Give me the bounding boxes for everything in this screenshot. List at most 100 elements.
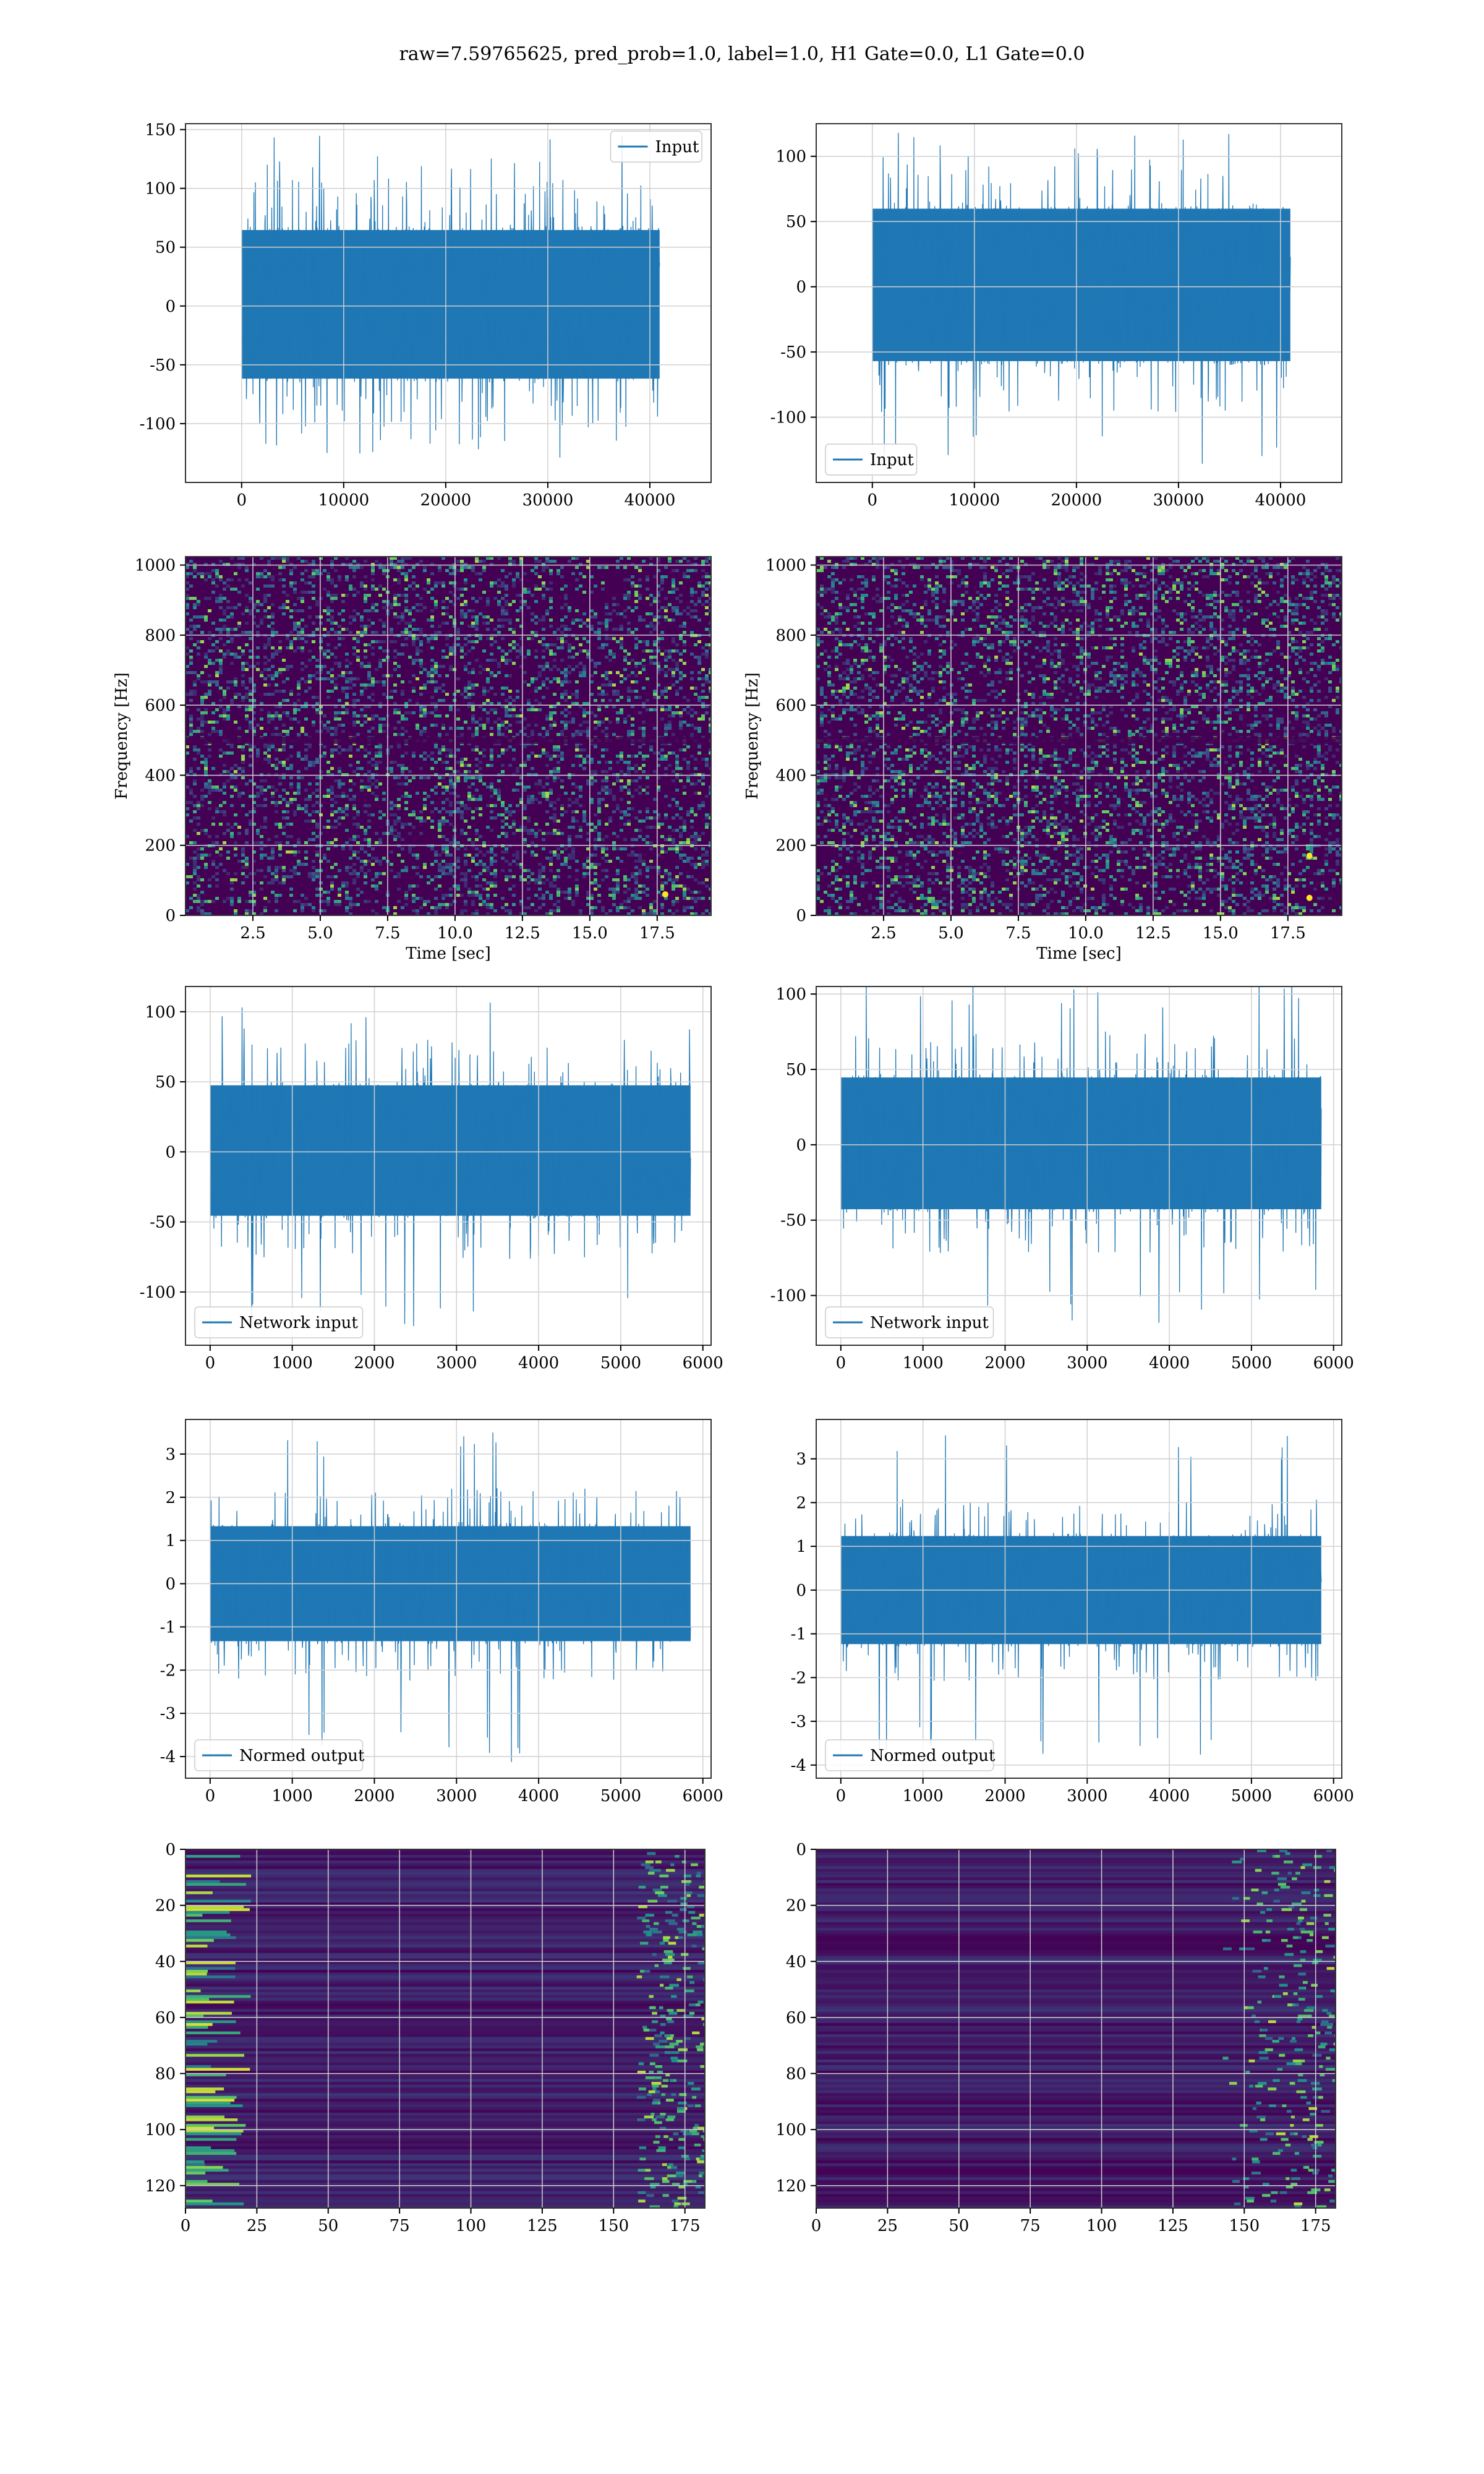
heatmap-cell <box>193 863 197 866</box>
heatmap-cell <box>1191 572 1195 575</box>
heatmap-cell <box>445 872 449 875</box>
heatmap-cell <box>493 628 497 631</box>
heatmap-cell <box>200 903 204 906</box>
heatmap-cell <box>672 751 675 755</box>
heatmap-cell <box>508 730 512 733</box>
heatmap-cell <box>371 622 375 625</box>
heatmap-cell <box>230 804 234 807</box>
heatmap-cell <box>319 705 323 708</box>
heatmap-cell <box>430 801 434 804</box>
heatmap-cell <box>215 674 219 677</box>
heatmap-cell <box>460 909 464 912</box>
heatmap-cell <box>664 687 668 690</box>
heatmap-cell <box>549 569 553 572</box>
heatmap-cell <box>293 566 297 569</box>
heatmap-cell <box>649 912 653 915</box>
heatmap-cell <box>542 832 545 835</box>
heatmap-cell <box>230 745 234 748</box>
heatmap-cell <box>345 653 349 656</box>
heatmap-cell <box>612 683 616 687</box>
heatmap-cell <box>556 776 560 779</box>
heatmap-cell <box>234 563 237 566</box>
heatmap-cell <box>263 816 267 820</box>
heatmap-cell <box>356 857 360 860</box>
heatmap-cell <box>519 829 523 832</box>
heatmap-cell <box>278 640 282 643</box>
heatmap-cell <box>319 597 323 600</box>
heatmap-cell <box>709 727 711 730</box>
heatmap-cell <box>245 841 249 844</box>
heatmap-cell <box>594 699 597 702</box>
heatmap-cell <box>364 597 367 600</box>
heatmap-cell <box>534 755 538 758</box>
heatmap-cell <box>534 798 538 801</box>
heatmap-cell <box>223 841 226 844</box>
heatmap-cell <box>560 755 564 758</box>
legend: Input <box>825 443 918 476</box>
heatmap-cell <box>189 656 193 659</box>
heatmap-cell <box>252 894 256 897</box>
heatmap-cell <box>319 649 323 653</box>
heatmap-cell <box>263 906 267 909</box>
heatmap-cell <box>401 560 404 563</box>
heatmap-cell <box>197 804 200 807</box>
heatmap-cell <box>312 631 315 634</box>
heatmap-cell <box>334 677 338 680</box>
heatmap-cell <box>616 628 620 631</box>
heatmap-cell <box>237 603 241 606</box>
heatmap-cell <box>568 835 571 838</box>
heatmap-cell <box>545 795 549 798</box>
heatmap-cell <box>1265 572 1269 575</box>
heatmap-cell <box>208 690 211 693</box>
heatmap-cell <box>412 643 416 646</box>
heatmap-cell <box>1180 566 1183 569</box>
heatmap-cell <box>475 891 479 894</box>
heatmap-cell <box>679 832 683 835</box>
heatmap-cell <box>382 724 386 727</box>
heatmap-cell <box>538 687 542 690</box>
heatmap-cell <box>326 578 330 581</box>
heatmap-cell <box>1132 569 1135 572</box>
heatmap-cell <box>297 680 301 683</box>
heatmap-cell <box>586 891 590 894</box>
heatmap-cell <box>664 897 668 900</box>
heatmap-cell <box>215 683 219 687</box>
heatmap-cell <box>479 637 482 640</box>
heatmap-cell <box>345 866 349 869</box>
heatmap-cell <box>672 591 675 594</box>
heatmap-cell <box>382 813 386 816</box>
heatmap-cell <box>482 690 486 693</box>
heatmap-cell <box>390 631 393 634</box>
heatmap-cell <box>441 897 445 900</box>
heatmap-cell <box>534 699 538 702</box>
heatmap-cell <box>282 724 286 727</box>
heatmap-cell <box>1120 569 1124 572</box>
heatmap-cell <box>686 764 690 767</box>
heatmap-cell <box>605 779 608 782</box>
heatmap-cell <box>412 588 416 591</box>
heatmap-cell <box>367 776 371 779</box>
heatmap-cell <box>419 767 423 770</box>
heatmap-cell <box>486 897 490 900</box>
heatmap-cell <box>453 875 456 878</box>
heatmap-cell <box>204 693 208 696</box>
heatmap-cell <box>249 609 252 612</box>
heatmap-cell <box>349 631 352 634</box>
heatmap-cell <box>501 606 505 609</box>
heatmap-cell <box>308 615 312 618</box>
heatmap-cell <box>538 792 542 795</box>
heatmap-cell <box>686 857 690 860</box>
heatmap-cell <box>326 609 330 612</box>
heatmap-cell <box>408 557 412 560</box>
heatmap-cell <box>338 894 341 897</box>
heatmap-cell <box>334 557 338 560</box>
heatmap-cell <box>230 835 234 838</box>
heatmap-cell <box>226 857 230 860</box>
heatmap-cell <box>1139 572 1143 575</box>
heatmap-cell <box>516 721 519 724</box>
heatmap-cell <box>230 615 234 618</box>
heatmap-cell <box>668 872 672 875</box>
heatmap-cell <box>352 872 356 875</box>
heatmap-cell <box>237 578 241 581</box>
heatmap-cell <box>523 572 527 575</box>
